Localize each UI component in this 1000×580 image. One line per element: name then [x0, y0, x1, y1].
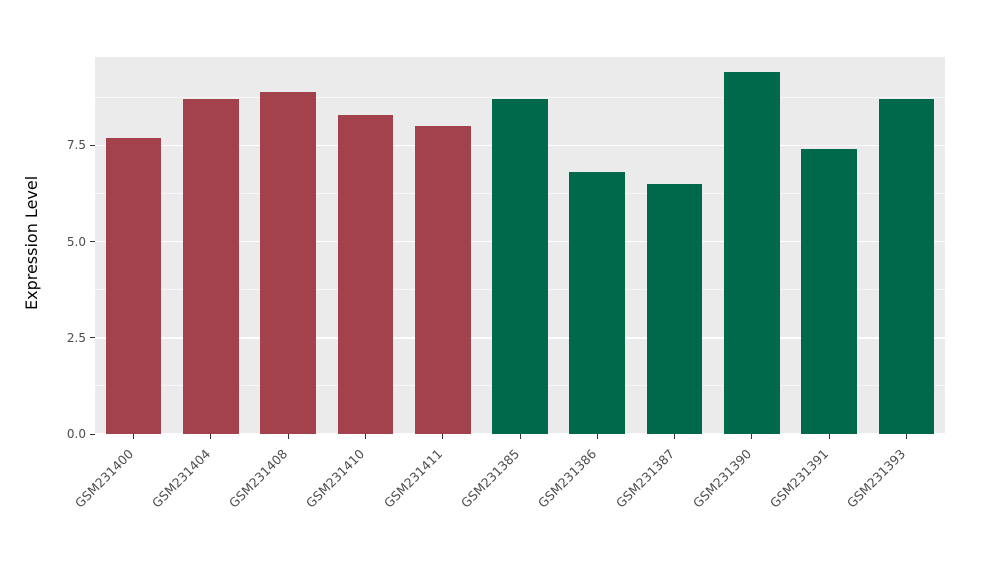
x-tick-mark	[287, 434, 289, 439]
x-tick-mark	[596, 434, 598, 439]
x-tick-mark	[133, 434, 135, 439]
x-tick-mark	[442, 434, 444, 439]
bar-GSM231391	[801, 149, 857, 434]
x-tick-mark	[905, 434, 907, 439]
bar-GSM231400	[105, 137, 162, 434]
bar-GSM231404	[183, 99, 239, 434]
y-tick-mark	[90, 433, 95, 435]
bar-GSM231385	[492, 99, 548, 434]
bar-GSM231408	[260, 91, 316, 434]
x-tick-mark	[519, 434, 521, 439]
plot-panel	[95, 57, 945, 435]
x-tick-mark	[364, 434, 366, 439]
y-tick-label: 7.5	[66, 138, 86, 153]
y-tick-mark	[90, 337, 95, 339]
bar-GSM231387	[646, 183, 703, 434]
y-tick-label: 2.5	[66, 330, 86, 345]
x-tick-mark	[751, 434, 753, 439]
x-tick-mark	[674, 434, 676, 439]
bar-GSM231390	[724, 72, 780, 434]
gridline-minor	[95, 96, 945, 98]
x-tick-mark	[210, 434, 212, 439]
y-axis-title: Expression Level	[22, 175, 41, 310]
x-tick-mark	[828, 434, 830, 439]
bar-GSM231411	[414, 126, 471, 434]
bar-GSM231410	[337, 114, 394, 434]
y-tick-mark	[90, 144, 95, 146]
bar-GSM231386	[569, 172, 626, 434]
y-tick-label: 0.0	[66, 427, 86, 441]
y-tick-mark	[90, 241, 95, 243]
y-tick-label: 5.0	[66, 234, 86, 249]
bar-GSM231393	[878, 99, 935, 434]
